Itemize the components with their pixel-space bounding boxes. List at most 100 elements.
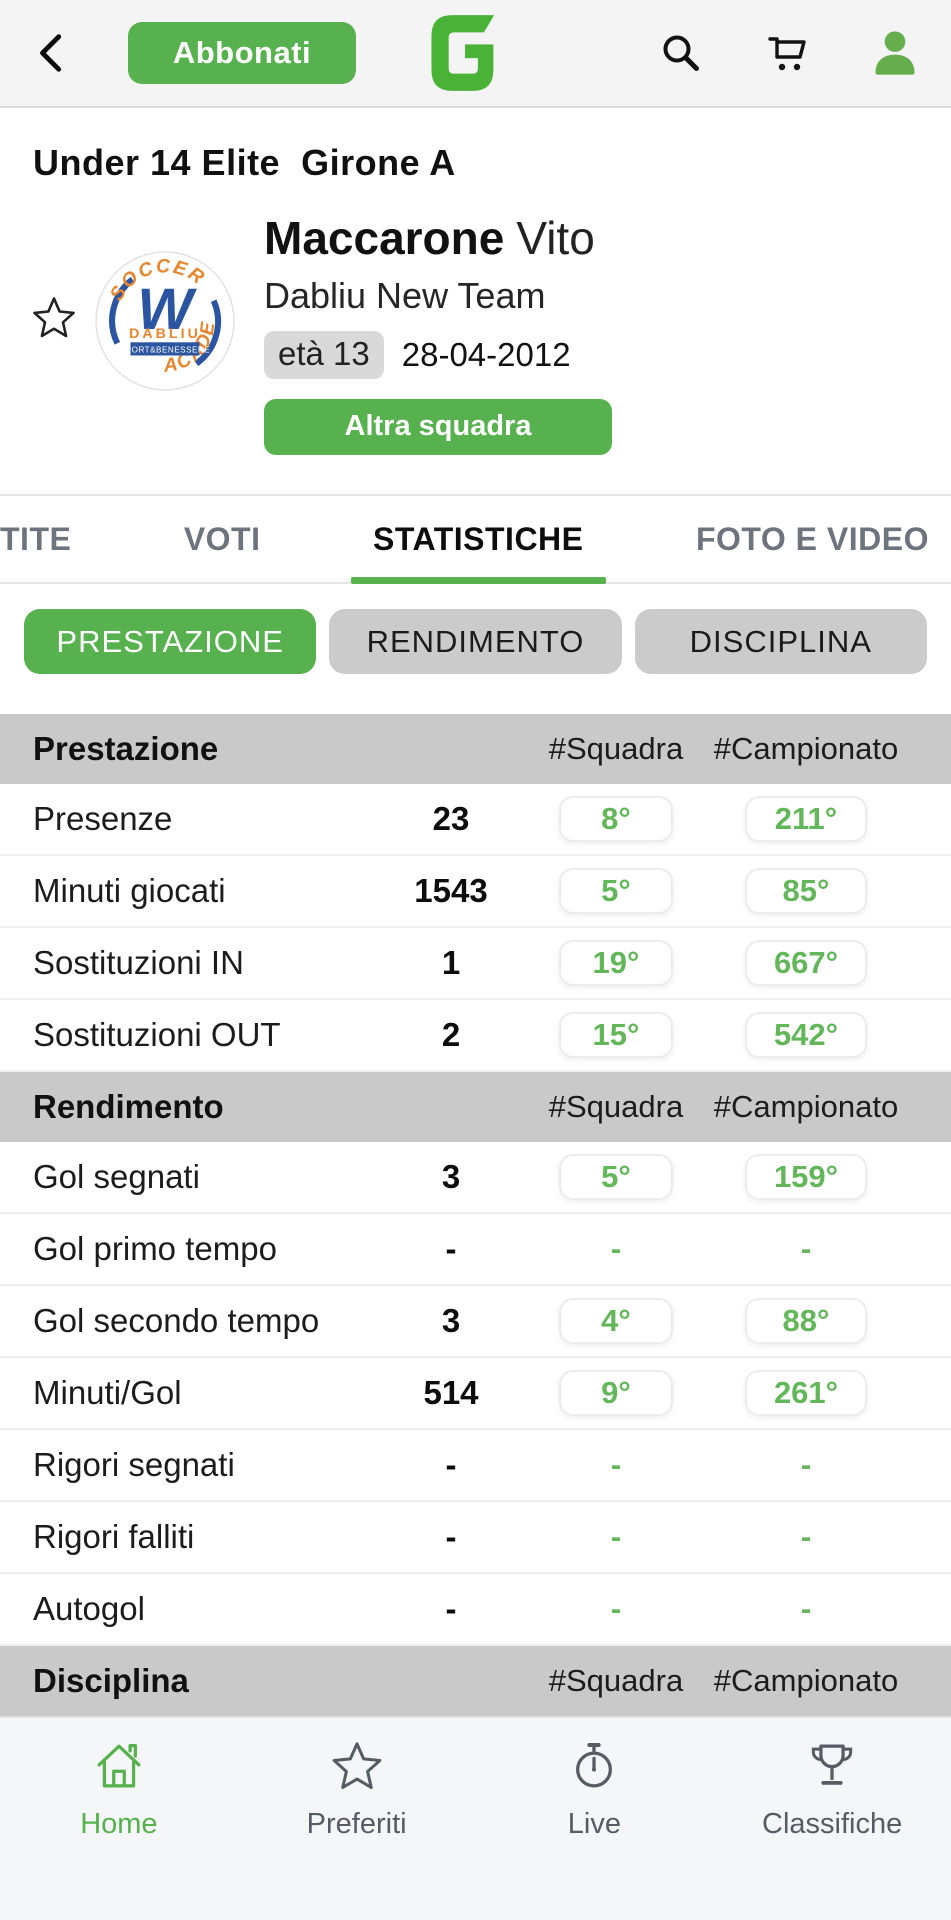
stat-row: Sostituzioni OUT 2 15° 542° — [0, 1000, 951, 1072]
filter-disciplina[interactable]: DISCIPLINA — [634, 609, 927, 674]
tab-bar: TITE VOTI STATISTICHE FOTO E VIDEO — [0, 496, 951, 584]
stat-value: 1 — [441, 944, 461, 981]
nav-item-home[interactable]: Home — [80, 1738, 158, 1841]
team-rank-pill: 5° — [559, 868, 673, 914]
stat-row: Minuti/Gol 514 9° 261° — [0, 1358, 951, 1430]
stat-row: Sostituzioni IN 1 19° 667° — [0, 928, 951, 1000]
filter-rendimento[interactable]: RENDIMENTO — [329, 609, 622, 674]
cart-icon — [768, 37, 806, 71]
team-rank-pill: 5° — [559, 1154, 673, 1200]
nav-item-preferiti[interactable]: Preferiti — [307, 1738, 407, 1841]
team-logo-banner: SPORT&BENESSERE — [120, 345, 210, 354]
nav-label-live: Live — [567, 1808, 621, 1840]
stat-value: 2 — [441, 1016, 461, 1053]
tab-partite[interactable]: TITE — [0, 520, 72, 557]
cart-button[interactable] — [763, 29, 811, 77]
stat-value: - — [445, 1446, 457, 1483]
stats-filter-bar: PRESTAZIONE RENDIMENTO DISCIPLINA — [0, 584, 951, 714]
stat-label: Gol primo tempo — [33, 1230, 277, 1267]
player-last-name: Maccarone — [264, 212, 505, 264]
stat-value: - — [445, 1230, 457, 1267]
league-rank-pill: 88° — [745, 1298, 867, 1344]
stat-row: Autogol - - - — [0, 1574, 951, 1646]
stat-label: Autogol — [33, 1590, 145, 1627]
team-logo: SOCCER ACADEMY W DABLIU SPORT&BENESSERE — [85, 234, 236, 392]
nav-item-live[interactable]: Live — [566, 1738, 622, 1841]
stat-row: Rigori segnati - - - — [0, 1430, 951, 1502]
column-header-campionato: #Campionato — [713, 1663, 899, 1698]
stat-row: Gol secondo tempo 3 4° 88° — [0, 1286, 951, 1358]
app-logo-icon[interactable] — [422, 10, 508, 96]
stat-label: Rigori segnati — [33, 1446, 235, 1483]
team-rank-pill: 4° — [559, 1298, 673, 1344]
tab-voti[interactable]: VOTI — [183, 520, 261, 557]
person-icon — [875, 31, 915, 75]
stat-row: Rigori falliti - - - — [0, 1502, 951, 1574]
topbar-actions — [657, 27, 921, 79]
league-rank-pill: 261° — [745, 1370, 867, 1416]
team-rank-pill: - — [610, 1447, 622, 1482]
stat-value: 23 — [432, 800, 470, 837]
player-name: Maccarone Vito — [264, 212, 612, 265]
team-rank-pill: - — [610, 1519, 622, 1554]
stat-label: Presenze — [33, 800, 173, 837]
star-icon — [332, 1742, 381, 1789]
league-rank-pill: 667° — [745, 940, 867, 986]
stat-row: Presenze 23 8° 211° — [0, 784, 951, 856]
tab-statistiche[interactable]: STATISTICHE — [351, 496, 605, 584]
stats-table: Prestazione #Squadra #Campionato Presenz… — [0, 714, 951, 1716]
favorite-button[interactable] — [30, 294, 78, 342]
stat-value: 3 — [441, 1158, 461, 1195]
column-header-squadra: #Squadra — [548, 1663, 684, 1698]
league-rank-pill: - — [800, 1519, 812, 1554]
table-section-header: Prestazione #Squadra #Campionato — [0, 714, 951, 784]
search-button[interactable] — [657, 29, 705, 77]
column-header-campionato: #Campionato — [713, 1089, 899, 1124]
other-team-button[interactable]: Altra squadra — [264, 398, 612, 455]
stat-value: 3 — [441, 1302, 461, 1339]
top-bar: Abbonati — [0, 0, 951, 108]
search-icon — [663, 35, 699, 71]
nav-label-preferiti: Preferiti — [306, 1808, 407, 1840]
stat-value: - — [445, 1518, 457, 1555]
team-logo-monogram: W — [137, 277, 197, 342]
league-rank-pill: 159° — [745, 1154, 867, 1200]
nav-item-classifiche[interactable]: Classifiche — [762, 1738, 902, 1841]
stat-row: Minuti giocati 1543 5° 85° — [0, 856, 951, 928]
section-title: Prestazione — [33, 730, 219, 767]
team-logo-name: DABLIU — [129, 326, 201, 342]
league-rank-pill: - — [800, 1447, 812, 1482]
stat-label: Sostituzioni IN — [33, 944, 244, 981]
stat-label: Rigori falliti — [33, 1518, 195, 1555]
column-header-squadra: #Squadra — [548, 731, 684, 766]
subscribe-button[interactable]: Abbonati — [128, 22, 356, 84]
league-rank-pill: - — [800, 1591, 812, 1626]
league-rank-pill: - — [800, 1231, 812, 1266]
stat-label: Gol segnati — [33, 1158, 200, 1195]
league-rank-pill: 211° — [745, 796, 867, 842]
player-card: SOCCER ACADEMY W DABLIU SPORT&BENESSERE … — [0, 188, 951, 494]
tab-foto-e-video[interactable]: FOTO E VIDEO — [695, 520, 929, 557]
filter-prestazione[interactable]: PRESTAZIONE — [24, 609, 317, 674]
stat-label: Minuti giocati — [33, 872, 226, 909]
stat-value: - — [445, 1590, 457, 1627]
nav-label-home: Home — [80, 1808, 158, 1840]
favorite-star-icon — [33, 297, 75, 338]
back-icon — [40, 34, 62, 72]
league-title: Under 14 Elite Girone A — [33, 142, 456, 183]
team-rank-pill: - — [610, 1231, 622, 1266]
player-first-name: Vito — [516, 212, 595, 264]
table-section-header: Disciplina #Squadra #Campionato — [0, 1646, 951, 1716]
stat-label: Minuti/Gol — [33, 1374, 182, 1411]
profile-button[interactable] — [869, 27, 921, 79]
back-button[interactable] — [30, 25, 76, 81]
section-title: Disciplina — [33, 1662, 189, 1699]
stat-row: Gol primo tempo - - - — [0, 1214, 951, 1286]
stat-value: 1543 — [414, 872, 488, 909]
stat-label: Sostituzioni OUT — [33, 1016, 281, 1053]
league-rank-pill: 85° — [745, 868, 867, 914]
stat-value: 514 — [423, 1374, 479, 1411]
stat-row: Gol segnati 3 5° 159° — [0, 1142, 951, 1214]
player-meta: età 13 28-04-2012 — [264, 330, 612, 379]
